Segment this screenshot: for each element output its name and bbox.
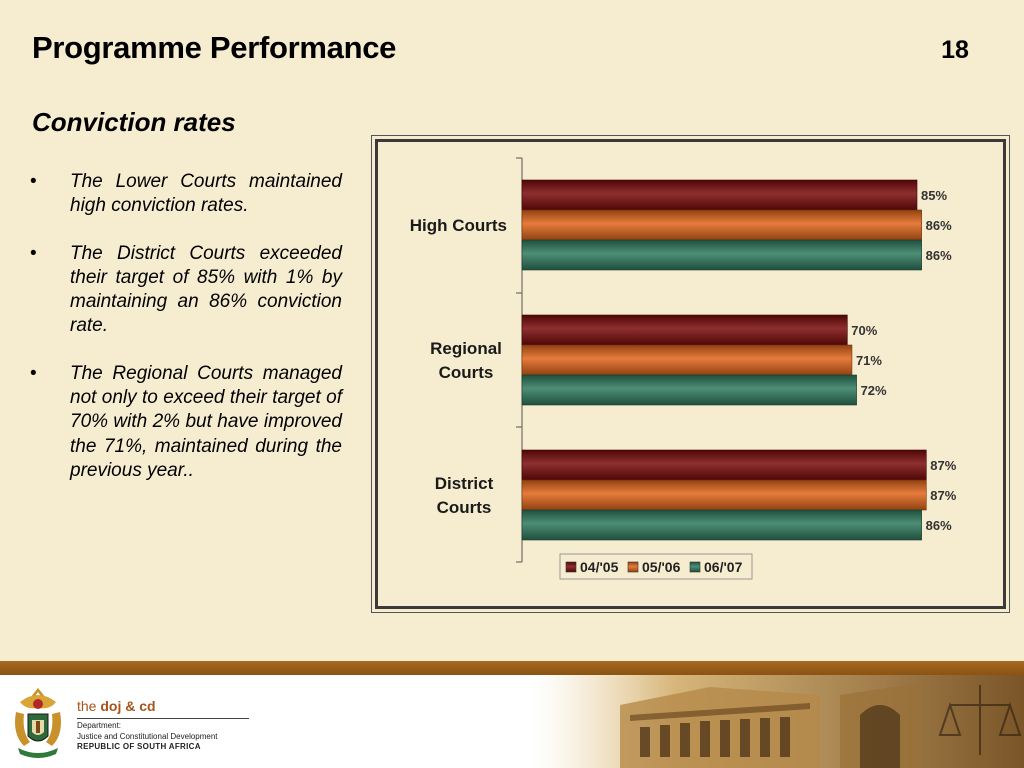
footer-band bbox=[0, 661, 1024, 675]
bar-value-label: 86% bbox=[926, 518, 952, 533]
slide-number: 18 bbox=[941, 36, 969, 64]
dept-line-2: Justice and Constitutional Development bbox=[77, 731, 218, 741]
slide-title: Programme Performance bbox=[32, 30, 397, 65]
footer: the doj & cd Department: Justice and Con… bbox=[0, 675, 1024, 768]
bullet-item: • The Regional Courts managed not only t… bbox=[30, 362, 342, 483]
legend-label: 05/'06 bbox=[642, 559, 681, 575]
legend-swatch bbox=[627, 561, 639, 573]
department-text: Department: Justice and Constitutional D… bbox=[77, 721, 218, 753]
section-subtitle: Conviction rates bbox=[32, 107, 236, 137]
bar bbox=[521, 239, 922, 271]
bullet-text: The Lower Courts maintained high convict… bbox=[70, 171, 342, 217]
bar-value-label: 70% bbox=[851, 323, 877, 338]
category-label: High Courts bbox=[410, 216, 507, 235]
bar-value-label: 86% bbox=[926, 248, 952, 263]
bar-value-label: 71% bbox=[856, 353, 882, 368]
bullet-item: • The District Courts exceeded their tar… bbox=[30, 242, 342, 339]
logo-prefix: the bbox=[77, 698, 97, 714]
bar-value-label: 87% bbox=[930, 488, 956, 503]
logo-divider bbox=[77, 718, 249, 719]
legend-label: 04/'05 bbox=[580, 559, 619, 575]
bar bbox=[521, 479, 927, 511]
bar bbox=[521, 179, 918, 211]
bar bbox=[521, 374, 857, 406]
bullet-item: • The Lower Courts maintained high convi… bbox=[30, 170, 342, 219]
dojcd-logo: the doj & cd bbox=[77, 698, 156, 714]
bar bbox=[521, 344, 853, 376]
logo-name: doj & cd bbox=[100, 698, 156, 714]
bullet-marker: • bbox=[30, 362, 37, 384]
bar-value-label: 85% bbox=[921, 188, 947, 203]
bar-value-label: 87% bbox=[930, 458, 956, 473]
bar-value-label: 86% bbox=[926, 218, 952, 233]
bar bbox=[521, 314, 848, 346]
bar bbox=[521, 509, 922, 541]
dept-line-1: Department: bbox=[77, 721, 122, 730]
legend-swatch bbox=[689, 561, 701, 573]
category-label: Courts bbox=[439, 363, 494, 382]
bullet-text: The District Courts exceeded their targe… bbox=[70, 242, 342, 337]
bar bbox=[521, 209, 922, 241]
legend-box bbox=[559, 553, 753, 580]
legend-swatch bbox=[565, 561, 577, 573]
court-building-image bbox=[560, 675, 1024, 768]
bullet-list: • The Lower Courts maintained high convi… bbox=[30, 170, 342, 506]
chart-frame-inner bbox=[375, 139, 1006, 609]
dept-line-3: REPUBLIC OF SOUTH AFRICA bbox=[77, 742, 201, 751]
bullet-text: The Regional Courts managed not only to … bbox=[70, 362, 342, 481]
bar bbox=[521, 449, 927, 481]
bullet-marker: • bbox=[30, 242, 37, 264]
bar-value-label: 72% bbox=[861, 383, 887, 398]
legend-label: 06/'07 bbox=[704, 559, 743, 575]
category-label: District bbox=[435, 474, 494, 493]
bullet-marker: • bbox=[30, 171, 37, 192]
coat-of-arms-icon bbox=[15, 688, 61, 758]
category-label: Courts bbox=[437, 498, 492, 517]
category-label: Regional bbox=[430, 339, 502, 358]
conviction-rates-chart: High Courts Regional Courts District Courts 8… bbox=[410, 157, 957, 580]
